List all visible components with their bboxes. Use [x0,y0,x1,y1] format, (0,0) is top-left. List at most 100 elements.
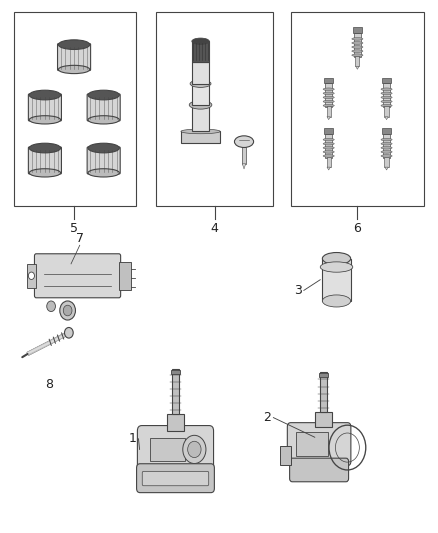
Bar [156,12,273,206]
Ellipse shape [323,142,334,145]
Polygon shape [242,164,246,169]
Circle shape [60,301,75,320]
Bar [353,27,362,33]
Ellipse shape [323,150,334,153]
Ellipse shape [323,104,334,107]
Ellipse shape [58,40,90,50]
Ellipse shape [352,38,363,40]
FancyBboxPatch shape [57,44,91,70]
Ellipse shape [352,46,363,49]
Bar [327,157,331,167]
FancyBboxPatch shape [138,425,214,473]
Ellipse shape [381,139,392,141]
Polygon shape [327,167,330,170]
Ellipse shape [381,155,392,157]
Bar [14,12,136,206]
FancyBboxPatch shape [290,458,349,482]
Bar [324,78,333,83]
Polygon shape [385,117,389,120]
Ellipse shape [29,90,60,100]
Bar [383,83,390,108]
Ellipse shape [88,169,119,177]
Bar [172,369,179,414]
Ellipse shape [29,143,60,153]
Text: 7: 7 [76,232,84,245]
Ellipse shape [381,92,392,95]
Circle shape [63,305,72,316]
Ellipse shape [323,92,334,95]
Bar [150,438,185,461]
Ellipse shape [381,104,392,107]
Text: 1: 1 [128,432,136,446]
Ellipse shape [322,295,351,307]
Circle shape [187,441,201,458]
Ellipse shape [88,143,119,153]
Ellipse shape [88,90,119,100]
Bar [280,446,291,465]
Ellipse shape [29,116,60,124]
Ellipse shape [58,66,90,74]
Ellipse shape [352,54,363,56]
Bar [324,128,333,134]
Polygon shape [327,117,330,120]
Bar [171,370,180,374]
Bar [382,78,391,83]
Ellipse shape [323,88,334,91]
Text: 6: 6 [353,222,361,236]
Text: 4: 4 [211,222,219,236]
Bar [192,62,209,84]
Bar [385,157,389,167]
Ellipse shape [320,262,353,272]
Bar [382,128,391,134]
Ellipse shape [181,129,220,134]
Bar [192,41,209,62]
Bar [327,106,331,117]
FancyBboxPatch shape [35,254,120,298]
Ellipse shape [381,142,392,145]
Bar [383,134,390,158]
Ellipse shape [189,101,212,109]
FancyBboxPatch shape [28,94,61,121]
Bar [27,264,36,288]
Polygon shape [385,167,389,170]
Bar [354,33,361,57]
Circle shape [64,327,73,338]
Bar [355,56,360,66]
Ellipse shape [381,100,392,103]
Bar [192,84,209,105]
Ellipse shape [381,96,392,99]
Ellipse shape [381,88,392,91]
Ellipse shape [323,155,334,157]
Polygon shape [356,66,359,69]
Text: 5: 5 [70,222,78,236]
Bar [325,134,332,158]
Bar [181,132,220,143]
Ellipse shape [192,38,209,44]
Bar [297,432,328,456]
Ellipse shape [323,139,334,141]
Bar [385,106,389,117]
Bar [291,12,424,206]
Ellipse shape [381,150,392,153]
Ellipse shape [29,169,60,177]
Ellipse shape [88,116,119,124]
FancyBboxPatch shape [87,94,120,121]
Ellipse shape [323,147,334,149]
Circle shape [47,301,56,312]
Bar [242,145,246,164]
Bar [322,259,351,301]
Bar [325,83,332,108]
Ellipse shape [323,96,334,99]
Bar [319,373,328,377]
Bar [167,414,184,431]
Bar [119,262,131,290]
Circle shape [183,435,206,464]
Circle shape [28,272,35,279]
Ellipse shape [234,136,254,148]
FancyBboxPatch shape [137,464,214,492]
Ellipse shape [352,50,363,52]
FancyBboxPatch shape [287,423,351,466]
Text: 8: 8 [45,378,53,391]
Bar [315,412,332,427]
Ellipse shape [381,147,392,149]
